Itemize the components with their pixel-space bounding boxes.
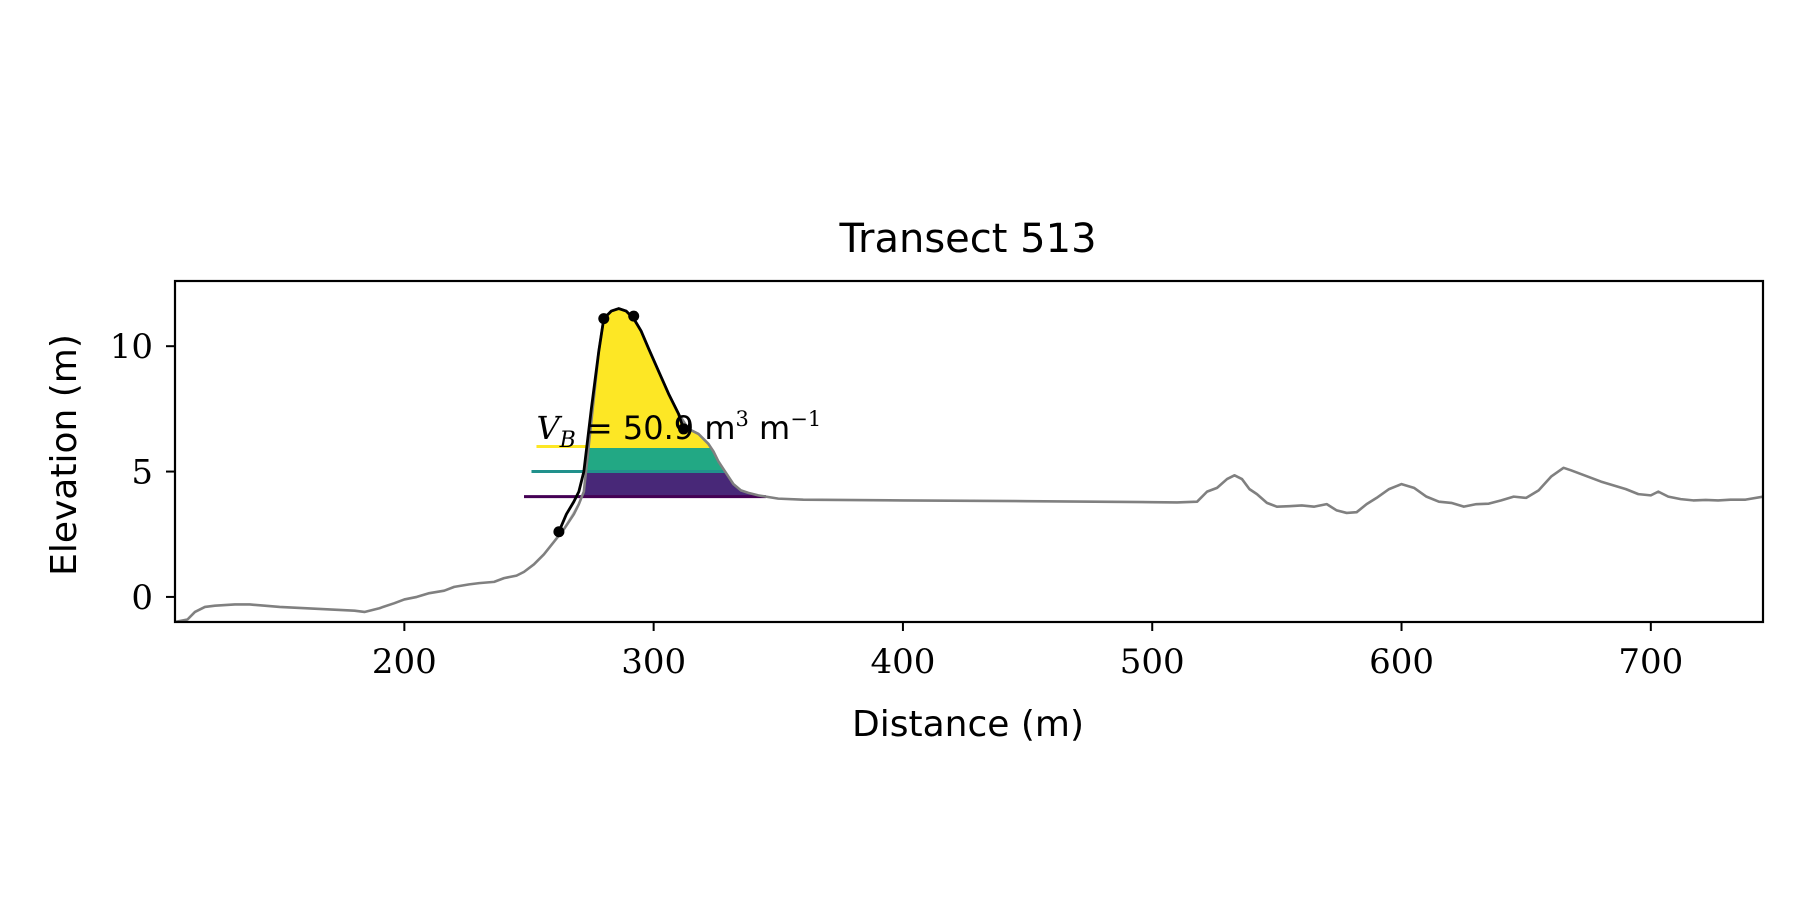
y-axis: 0 5 10 <box>110 327 175 618</box>
x-axis: 200 300 400 500 600 700 <box>372 622 1683 682</box>
x-tick-label-200: 200 <box>372 642 437 682</box>
chart-title: Transect 513 <box>838 216 1096 262</box>
dune-point-0 <box>553 526 565 538</box>
level-band-2 <box>588 308 710 447</box>
dune-point-3 <box>678 423 690 435</box>
y-tick-label-0: 0 <box>131 578 153 618</box>
volume-annotation: VB = 50.9 m3 m−1 <box>536 407 821 453</box>
x-tick-label-300: 300 <box>621 642 686 682</box>
x-tick-label-400: 400 <box>870 642 935 682</box>
x-tick-label-600: 600 <box>1369 642 1434 682</box>
axes-frame <box>173 279 1765 624</box>
annotation-layer: VB = 50.9 m3 m−1 <box>536 407 821 453</box>
x-tick-label-500: 500 <box>1120 642 1185 682</box>
dune-point-1 <box>598 313 610 325</box>
dune-outline <box>557 307 685 533</box>
plot-area <box>175 307 1763 622</box>
y-axis-label: Elevation (m) <box>44 334 85 576</box>
profile-line <box>175 307 1763 622</box>
level-band-1 <box>586 446 725 472</box>
dune-point-2 <box>628 310 640 322</box>
x-tick-label-700: 700 <box>1618 642 1683 682</box>
y-tick-label-5: 5 <box>131 453 153 493</box>
x-axis-label: Distance (m) <box>852 704 1084 745</box>
level-band-0 <box>581 471 766 497</box>
y-tick-label-10: 10 <box>110 327 153 367</box>
